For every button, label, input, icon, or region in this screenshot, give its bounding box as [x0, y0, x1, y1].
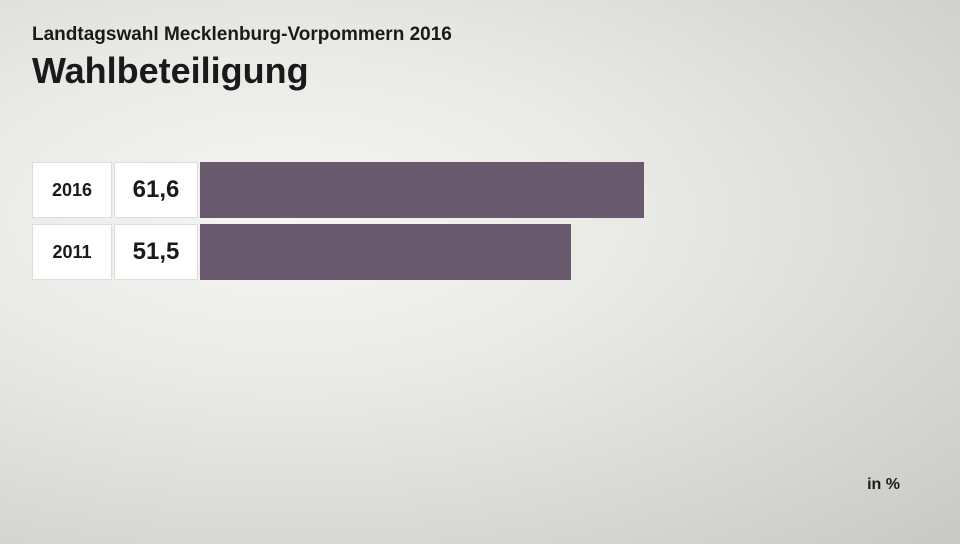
chart-area: 2016 61,6 2011 51,5: [32, 162, 928, 280]
value-label: 61,6: [114, 162, 198, 218]
bar-cell: [200, 162, 920, 218]
chart-subtitle: Landtagswahl Mecklenburg-Vorpommern 2016: [32, 24, 928, 46]
bar: [200, 224, 571, 280]
value-label: 51,5: [114, 224, 198, 280]
bar: [200, 162, 644, 218]
bar-row: 2011 51,5: [32, 224, 928, 280]
year-label: 2011: [32, 224, 112, 280]
bar-cell: [200, 224, 920, 280]
unit-label: in %: [867, 476, 900, 494]
bar-row: 2016 61,6: [32, 162, 928, 218]
year-label: 2016: [32, 162, 112, 218]
chart-title: Wahlbeteiligung: [32, 50, 928, 92]
chart-container: Landtagswahl Mecklenburg-Vorpommern 2016…: [0, 0, 960, 544]
